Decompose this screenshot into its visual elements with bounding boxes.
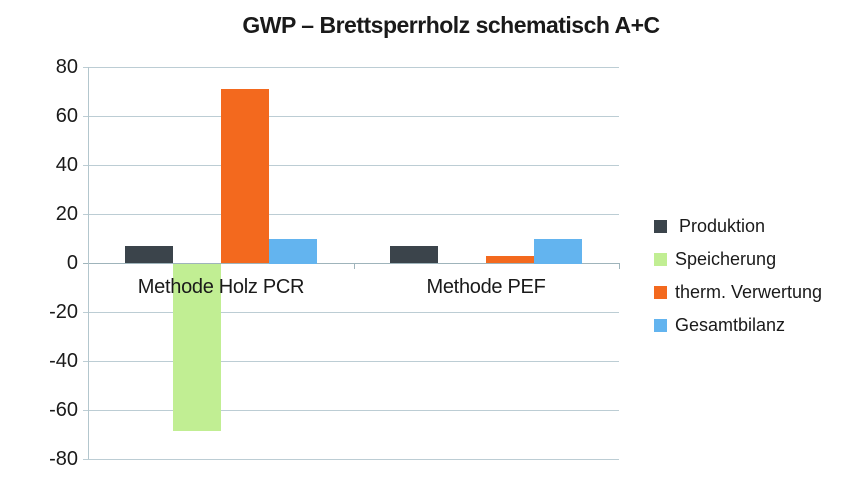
y-axis-tick-label: 60 (55, 105, 78, 127)
legend-swatch-speicherung (654, 252, 667, 266)
gridline (83, 459, 619, 460)
legend-label: Produktion (679, 215, 766, 236)
x-axis-tick (354, 263, 355, 269)
category-label-methode-pef: Methode PEF (426, 276, 546, 298)
y-axis-line (88, 67, 89, 459)
y-axis-tick-label: -60 (49, 399, 78, 421)
bar-speicherung (173, 264, 221, 431)
legend-item-therm-verwertung: therm. Verwertung (654, 281, 822, 303)
bar-gesamtbilanz (269, 239, 317, 264)
legend-item-gesamtbilanz: Gesamtbilanz (654, 314, 822, 336)
bar-gesamtbilanz (534, 239, 582, 264)
gridline (83, 116, 619, 117)
gridline (83, 67, 619, 68)
gridline (83, 165, 619, 166)
x-axis-tick (619, 263, 620, 269)
y-axis-tick-label: 20 (55, 203, 78, 225)
bar-produktion (390, 246, 438, 263)
legend-label: therm. Verwertung (675, 281, 823, 302)
bar-produktion (125, 246, 173, 263)
legend-item-produktion: Produktion (654, 215, 822, 237)
chart-title: GWP – Brettsperrholz schematisch A+C (242, 12, 660, 38)
y-axis-tick-label: 80 (55, 56, 78, 78)
gridline (83, 361, 619, 362)
gridline (83, 410, 619, 411)
legend: Produktion Speicherung therm. Verwertung Ge… (654, 215, 822, 347)
legend-swatch-produktion (654, 219, 667, 233)
legend-item-speicherung: Speicherung (654, 248, 822, 270)
gridline (83, 214, 619, 215)
bar-therm-verwertung (486, 256, 534, 263)
legend-label: Gesamtbilanz (675, 314, 786, 335)
gridline (83, 312, 619, 313)
y-axis-tick-label: -80 (49, 448, 78, 470)
y-axis-tick-label: 0 (66, 252, 78, 274)
category-label-methode-holz-pcr: Methode Holz PCR (137, 276, 305, 298)
legend-swatch-therm-verwertung (654, 285, 667, 299)
legend-swatch-gesamtbilanz (654, 318, 667, 332)
y-axis-tick-label: -40 (49, 350, 78, 372)
bar-therm-verwertung (221, 89, 269, 263)
legend-label: Speicherung (675, 248, 777, 269)
y-axis-tick-label: -20 (49, 301, 78, 323)
zero-line (83, 263, 619, 264)
y-axis-tick-label: 40 (55, 154, 78, 176)
